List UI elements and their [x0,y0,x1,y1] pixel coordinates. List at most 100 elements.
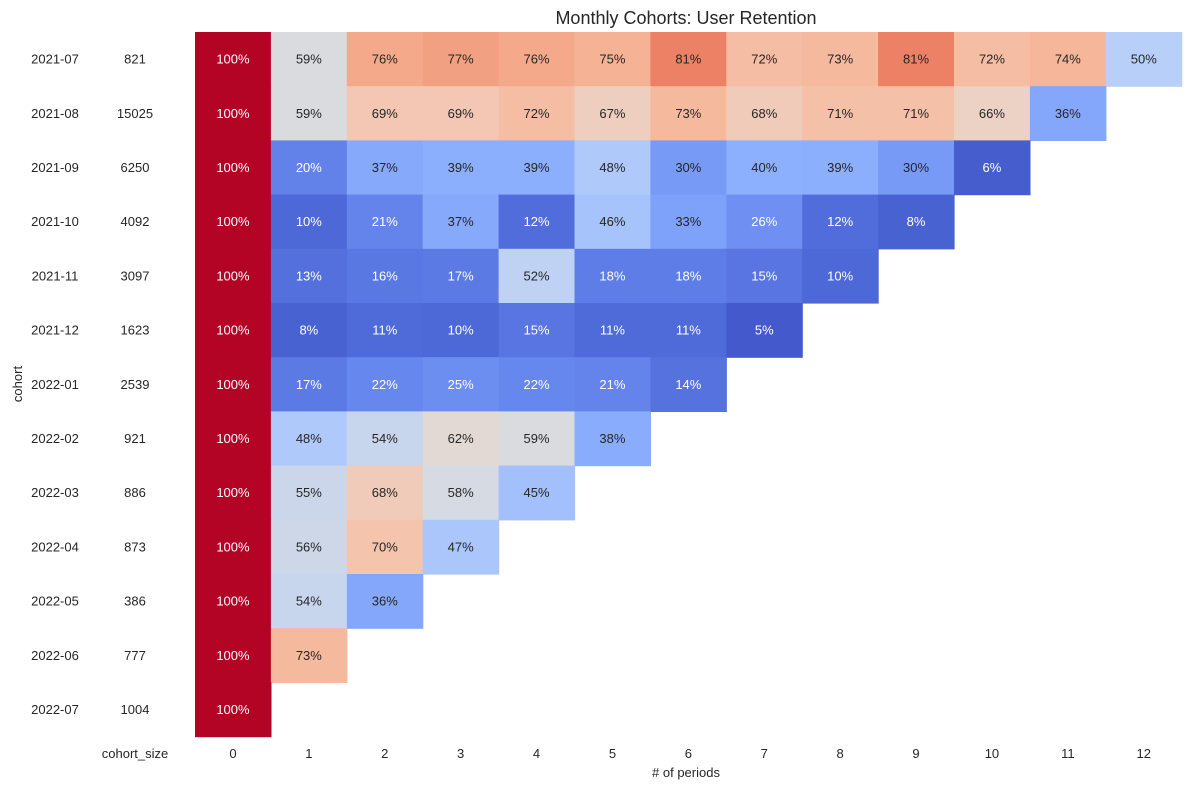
heatmap-cell [802,32,879,87]
heatmap-cell [422,32,500,87]
y-tick-label: 2021-11 [32,268,79,283]
heatmap-cell-label: 100% [216,160,250,175]
heatmap-cell-label: 72% [979,52,1005,67]
heatmap-cell-label: 22% [372,377,398,392]
heatmap-cell-label: 18% [675,268,701,283]
heatmap-cell [270,357,348,412]
heatmap-cell [726,86,803,141]
heatmap-cell [195,86,272,141]
y-tick-label: 2022-04 [31,539,79,554]
heatmap-cell-label: 74% [1055,52,1081,67]
heatmap-cell [574,86,651,141]
heatmap-cell-label: 17% [296,377,322,392]
heatmap-cell-label: 100% [216,431,250,446]
heatmap-cell [422,519,500,575]
heatmap-cell [650,357,727,412]
heatmap-cell [195,465,272,521]
heatmap-cell-label: 39% [524,160,550,175]
heatmap-cell [270,465,348,521]
heatmap-cell-label: 37% [448,214,474,229]
y-tick-label: 2022-07 [31,702,79,717]
heatmap-cell [574,140,651,196]
heatmap-cell [195,303,272,358]
heatmap-cell [422,194,500,250]
y-tick-label: 2021-12 [31,323,79,338]
x-tick-label: 3 [457,746,464,761]
heatmap-cell [346,411,424,467]
x-tick-label: 4 [533,746,540,761]
heatmap-cell [650,194,727,250]
heatmap-cell-label: 8% [907,214,926,229]
heatmap-cell-label: 52% [524,268,550,283]
heatmap-cell-label: 38% [599,431,625,446]
cohort-size-value: 1623 [121,323,150,338]
heatmap-cell [498,140,576,196]
heatmap-cell-label: 69% [372,106,398,121]
y-tick-label: 2021-07 [31,52,79,67]
heatmap-cell [346,140,424,196]
heatmap-cell [195,411,272,467]
heatmap-cell [498,86,576,141]
heatmap-cell-label: 100% [216,268,250,283]
heatmap-cell-label: 54% [296,594,322,609]
heatmap-cell [346,303,424,358]
heatmap-cell [574,411,651,467]
heatmap-cell-label: 67% [599,106,625,121]
heatmap-cell [422,411,500,467]
heatmap-cell [574,357,651,412]
heatmap-cell [802,248,879,304]
heatmap-cell-label: 68% [751,106,777,121]
heatmap-cell-label: 48% [296,431,322,446]
heatmap-cell [346,194,424,250]
heatmap-cell [346,86,424,141]
heatmap-cell-label: 76% [372,52,398,67]
x-tick-label: 7 [761,746,768,761]
heatmap-cells: 100% 59% 76% 77% 76% 75% 81% 72% 73% 81% 72% 74% 50%… [195,32,1183,738]
heatmap-cell [422,86,500,141]
heatmap-cell-label: 30% [903,160,929,175]
heatmap-cell-label: 76% [524,52,550,67]
heatmap-cell [802,194,879,250]
heatmap-cell [574,248,651,304]
heatmap-cell-label: 20% [296,160,322,175]
heatmap-cell-label: 26% [751,214,777,229]
heatmap-cell [195,194,272,250]
heatmap-cell-label: 37% [372,160,398,175]
heatmap-cell-label: 30% [675,160,701,175]
heatmap-cell-label: 33% [675,214,701,229]
heatmap-cell [954,86,1031,141]
heatmap-cell [346,357,424,412]
heatmap-cell-label: 73% [296,648,322,663]
heatmap-cell-label: 36% [1055,106,1081,121]
heatmap-cell [650,140,727,196]
heatmap-cell [270,140,348,196]
heatmap-cell-label: 100% [216,594,250,609]
heatmap-cell-label: 70% [372,539,398,554]
y-tick-label: 2021-09 [31,160,79,175]
cohort-size-value: 886 [124,485,146,500]
heatmap-cell [422,465,500,521]
heatmap-cell-label: 21% [599,377,625,392]
heatmap-cell [574,194,651,250]
y-tick-labels: 2021-07 2021-08 2021-09 2021-10 2021-11 2021-… [31,52,79,717]
heatmap-cell [422,248,500,304]
heatmap-cell [878,32,955,87]
heatmap-cell [346,248,424,304]
heatmap-cell-label: 100% [216,377,250,392]
heatmap-cell-label: 22% [524,377,550,392]
x-tick-label: 1 [305,746,312,761]
heatmap-cell-label: 11% [676,323,701,338]
heatmap-cell-label: 39% [448,160,474,175]
heatmap-cell [195,357,272,412]
heatmap-cell [498,465,576,521]
heatmap-cell-label: 18% [599,268,625,283]
x-tick-label: 5 [609,746,616,761]
heatmap-cell-label: 17% [448,268,474,283]
y-tick-label: 2021-10 [31,214,79,229]
heatmap-cell [726,248,803,304]
heatmap-cell-label: 73% [827,52,853,67]
heatmap-cell-label: 100% [216,106,250,121]
heatmap-cell [498,194,576,250]
heatmap-cell-label: 72% [524,106,550,121]
